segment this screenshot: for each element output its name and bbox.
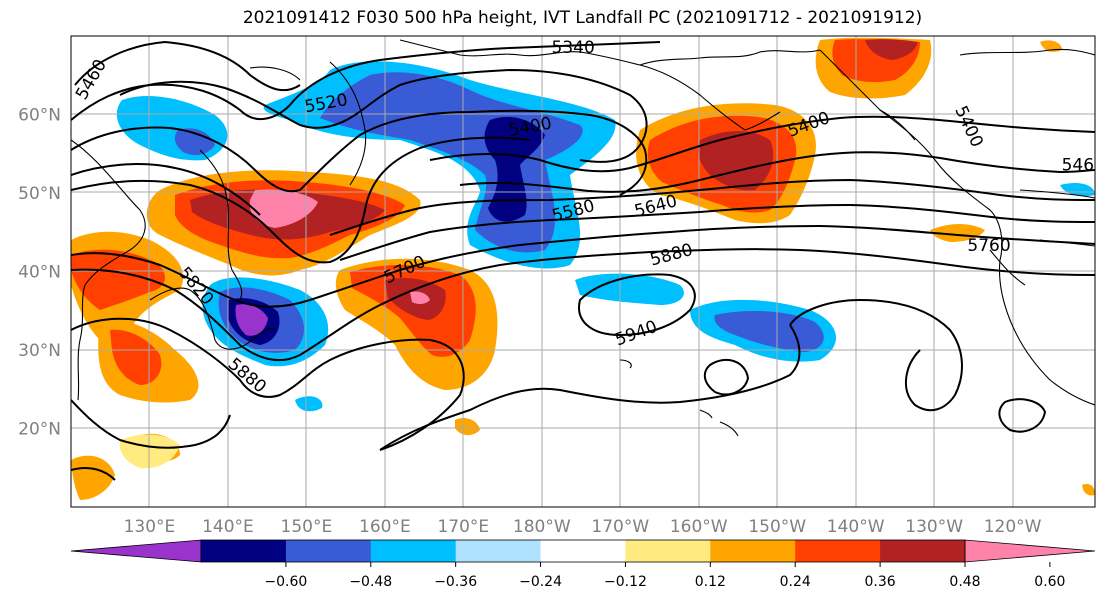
colorbar-label: 0.60 [1034, 574, 1065, 590]
lat-label: 20°N [18, 420, 61, 440]
coastlines [71, 39, 1095, 437]
colorbar-swatch [285, 540, 372, 562]
colorbar-swatch [370, 540, 457, 562]
lat-label: 60°N [18, 106, 61, 126]
height-contours [71, 40, 1095, 481]
colorbar-label: −0.12 [604, 574, 647, 590]
lon-label: 180°W [513, 517, 571, 537]
lon-label: 170°W [591, 517, 649, 537]
lat-label: 30°N [18, 341, 61, 361]
map-title: 2021091412 F030 500 hPa height, IVT Land… [242, 8, 923, 28]
colorbar-swatch [201, 540, 287, 562]
colorbar-label: −0.36 [434, 574, 477, 590]
colorbar-label: −0.48 [349, 574, 392, 590]
map-frame [70, 35, 1096, 508]
colorbar-swatch [795, 540, 881, 562]
colorbar-label: 0.12 [695, 574, 726, 590]
colorbar-extend-high [964, 539, 1096, 563]
colorbar-label: 0.36 [865, 574, 896, 590]
colorbar-outline [200, 539, 966, 563]
colorbar-label: 0.24 [780, 574, 811, 590]
lon-label: 130°W [905, 517, 963, 537]
colorbar-label: −0.60 [264, 574, 307, 590]
colorbar-extend-low [70, 539, 202, 563]
ivt-positive-shading [71, 37, 1095, 500]
contour-label: 5460 [1062, 156, 1105, 176]
longitude-labels: 130°E 140°E 150°E 160°E 170°E 180°W 170°W 160°W… [124, 517, 1042, 537]
lon-label: 140°E [202, 517, 254, 537]
contour-label: 5340 [552, 38, 595, 58]
lon-label: 140°W [827, 517, 885, 537]
lon-label: 170°E [437, 517, 489, 537]
map-gridlines [71, 36, 1095, 507]
latitude-labels: 60°N 50°N 40°N 30°N 20°N [18, 106, 61, 440]
colorbar-label: −0.24 [519, 574, 562, 590]
colorbar-label: 0.48 [949, 574, 980, 590]
lon-label: 120°W [984, 517, 1042, 537]
colorbar-swatch [455, 540, 542, 562]
colorbar: −0.60 −0.48 −0.36 −0.24 −0.12 0.12 0.24 0.36 0.4… [70, 539, 1096, 590]
colorbar-swatch [625, 540, 711, 562]
colorbar-swatch [880, 540, 966, 562]
colorbar-swatch [540, 540, 626, 562]
colorbar-swatch [710, 540, 796, 562]
lon-label: 160°E [359, 517, 411, 537]
lat-label: 50°N [18, 184, 61, 204]
lon-label: 150°E [281, 517, 333, 537]
lon-label: 160°W [670, 517, 728, 537]
lat-label: 40°N [18, 263, 61, 283]
lon-label: 150°W [748, 517, 806, 537]
lon-label: 130°E [124, 517, 176, 537]
contour-label: 5760 [967, 236, 1010, 256]
